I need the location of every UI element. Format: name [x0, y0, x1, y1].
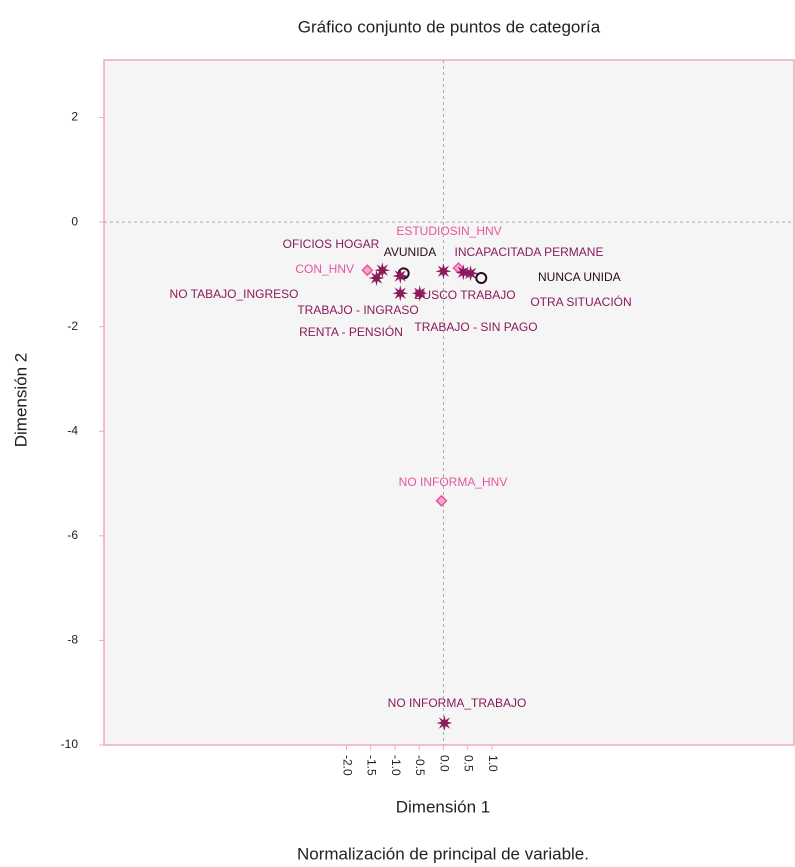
point-label: NO TABAJO_INGRESO [170, 287, 299, 301]
point [392, 268, 409, 284]
plot-area [103, 59, 795, 746]
point [435, 263, 452, 280]
point [374, 262, 391, 279]
point [368, 270, 385, 286]
point [411, 285, 428, 302]
x-tick-label: 0.5 [462, 755, 476, 772]
x-tick-label: 0.0 [437, 755, 451, 772]
x-tick-label: -0.5 [413, 755, 427, 776]
x-tick-label: -2.0 [340, 755, 354, 776]
point-label: RENTA - PENSIÓN [299, 324, 403, 339]
point-label: NO INFORMA_HNV [399, 475, 508, 489]
y-tick-label: -2 [67, 319, 78, 333]
point-label: TRABAJO - INGRASO [297, 303, 418, 317]
point [436, 715, 453, 731]
point [392, 285, 409, 302]
point-label: NO INFORMA_TRABAJO [388, 696, 527, 710]
y-tick-label: 2 [71, 110, 78, 124]
point-label: AVUNIDA [384, 245, 436, 259]
y-tick-label: -10 [61, 737, 79, 751]
y-tick-label: -4 [67, 423, 78, 437]
caption: Normalización de principal de variable. [297, 844, 589, 863]
y-tick-label: -6 [67, 528, 78, 542]
point-label: ESTUDIOSIN_HNV [396, 224, 501, 238]
x-tick-label: 1.0 [486, 755, 500, 772]
point [475, 272, 488, 285]
point [462, 265, 479, 282]
y-tick-label: -8 [67, 633, 78, 647]
point-label: BUSCO TRABAJO [414, 288, 515, 302]
x-axis-title: Dimensión 1 [396, 797, 491, 816]
x-tick-label: -1.5 [365, 755, 379, 776]
y-tick-label: 0 [71, 214, 78, 228]
x-tick-label: -1.0 [389, 755, 403, 776]
point-label: NUNCA UNIDA [538, 270, 621, 284]
point-label: OTRA SITUACIÓN [530, 294, 631, 309]
y-axis-title: Dimensión 2 [11, 353, 30, 448]
point-label: CON_HNV [295, 262, 354, 276]
point-label: OFICIOS HOGAR [283, 237, 380, 251]
point-label: TRABAJO - SIN PAGO [414, 320, 537, 334]
point [361, 264, 374, 277]
chart-title: Gráfico conjunto de puntos de categoría [298, 17, 601, 36]
point [435, 494, 448, 507]
point-label: INCAPACITADA PERMANE [455, 245, 604, 259]
